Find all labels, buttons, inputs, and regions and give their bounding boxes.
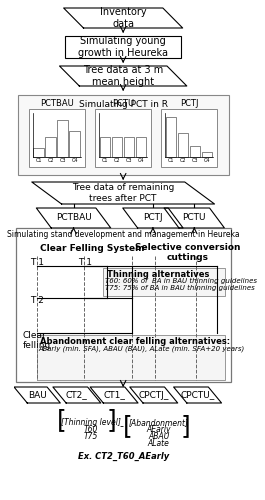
Text: Thinning alternatives: Thinning alternatives <box>107 270 209 279</box>
Bar <box>202 152 213 157</box>
Text: T75: 75% of BA in BAU thinning guidelines: T75: 75% of BA in BAU thinning guideline… <box>105 285 255 291</box>
Polygon shape <box>36 208 111 228</box>
Text: C2: C2 <box>114 158 120 163</box>
Bar <box>112 137 122 157</box>
Text: ]: ] <box>180 414 190 438</box>
Text: Clear
felling: Clear felling <box>22 331 51 350</box>
Text: C1: C1 <box>36 158 42 163</box>
Bar <box>190 146 200 157</box>
Text: CPCTU_: CPCTU_ <box>180 390 215 400</box>
Text: CPCTJ_: CPCTJ_ <box>139 390 169 400</box>
Text: T 1: T 1 <box>30 258 45 267</box>
Text: [Abandonment]: [Abandonment] <box>129 418 189 427</box>
Text: C4: C4 <box>138 158 144 163</box>
Text: T60: T60 <box>84 425 98 434</box>
Text: PCTU: PCTU <box>112 99 134 108</box>
Text: T 1: T 1 <box>78 258 92 267</box>
Text: ALate: ALate <box>148 439 170 448</box>
Polygon shape <box>174 387 222 403</box>
Text: PCTU: PCTU <box>183 214 206 222</box>
Text: [: [ <box>57 408 67 432</box>
Bar <box>29 109 85 167</box>
Text: C2: C2 <box>48 158 54 163</box>
Bar <box>65 36 181 58</box>
Text: Tree data at 3 m
mean height: Tree data at 3 m mean height <box>83 65 163 87</box>
Bar <box>18 95 229 175</box>
Text: CT1_: CT1_ <box>103 390 125 400</box>
Text: C3: C3 <box>126 158 132 163</box>
Text: [Thinning level]: [Thinning level] <box>61 418 121 427</box>
Text: ]: ] <box>107 408 116 432</box>
Text: Ex. CT2_T60_AEarly: Ex. CT2_T60_AEarly <box>78 452 169 461</box>
Bar <box>33 148 44 157</box>
Polygon shape <box>90 387 138 403</box>
Bar <box>100 137 110 157</box>
Text: C3: C3 <box>60 158 66 163</box>
Bar <box>16 228 231 382</box>
Polygon shape <box>32 182 215 204</box>
Text: Tree data of remaining
trees after PCT: Tree data of remaining trees after PCT <box>72 184 174 203</box>
Text: C1: C1 <box>102 158 108 163</box>
Text: Selective conversion
cuttings: Selective conversion cuttings <box>135 243 240 262</box>
Text: ABAU: ABAU <box>148 432 169 441</box>
Text: Simulating PCT in R: Simulating PCT in R <box>79 100 168 109</box>
Text: Simulating young
growth in Heureka: Simulating young growth in Heureka <box>78 36 168 58</box>
Bar <box>37 335 225 380</box>
Polygon shape <box>59 66 187 86</box>
Polygon shape <box>53 387 101 403</box>
Text: Abandonment clear felling alternatives:: Abandonment clear felling alternatives: <box>41 337 231 346</box>
Bar <box>178 133 188 157</box>
Polygon shape <box>123 208 183 228</box>
Bar <box>136 137 146 157</box>
Text: C2: C2 <box>180 158 187 163</box>
Text: BAU: BAU <box>28 390 47 400</box>
Text: CT2_: CT2_ <box>66 390 88 400</box>
Text: T 2: T 2 <box>30 296 45 305</box>
Text: Inventory
data: Inventory data <box>100 7 147 29</box>
Polygon shape <box>14 387 60 403</box>
Bar <box>123 137 134 157</box>
Bar <box>95 109 151 167</box>
Text: C1: C1 <box>168 158 175 163</box>
Bar <box>45 137 56 157</box>
Text: PCTJ: PCTJ <box>180 99 198 108</box>
Bar <box>58 120 68 157</box>
Text: AEarly (min. SFA), ABAU (BAU), ALate (min. SFA+20 years): AEarly (min. SFA), ABAU (BAU), ALate (mi… <box>39 345 245 352</box>
Text: -: - <box>120 421 123 431</box>
Polygon shape <box>164 208 224 228</box>
Polygon shape <box>64 8 183 28</box>
Bar <box>103 268 225 296</box>
Text: PCTBAU: PCTBAU <box>56 214 91 222</box>
Bar <box>161 109 217 167</box>
Text: C4: C4 <box>204 158 210 163</box>
Bar <box>69 130 80 157</box>
Text: C3: C3 <box>192 158 198 163</box>
Bar <box>166 118 176 157</box>
Text: Simulating stand development and management in Heureka: Simulating stand development and managem… <box>7 230 240 239</box>
Text: PCTBAU: PCTBAU <box>40 99 74 108</box>
Text: [: [ <box>123 414 133 438</box>
Text: C4: C4 <box>72 158 78 163</box>
Text: Clear Felling System: Clear Felling System <box>40 244 145 253</box>
Text: T75: T75 <box>84 432 98 441</box>
Text: AEarly: AEarly <box>147 425 171 434</box>
Polygon shape <box>130 387 178 403</box>
Text: PCTJ: PCTJ <box>143 214 163 222</box>
Text: T60: 60% of  BA in BAU thinning guidelines: T60: 60% of BA in BAU thinning guideline… <box>105 278 257 284</box>
